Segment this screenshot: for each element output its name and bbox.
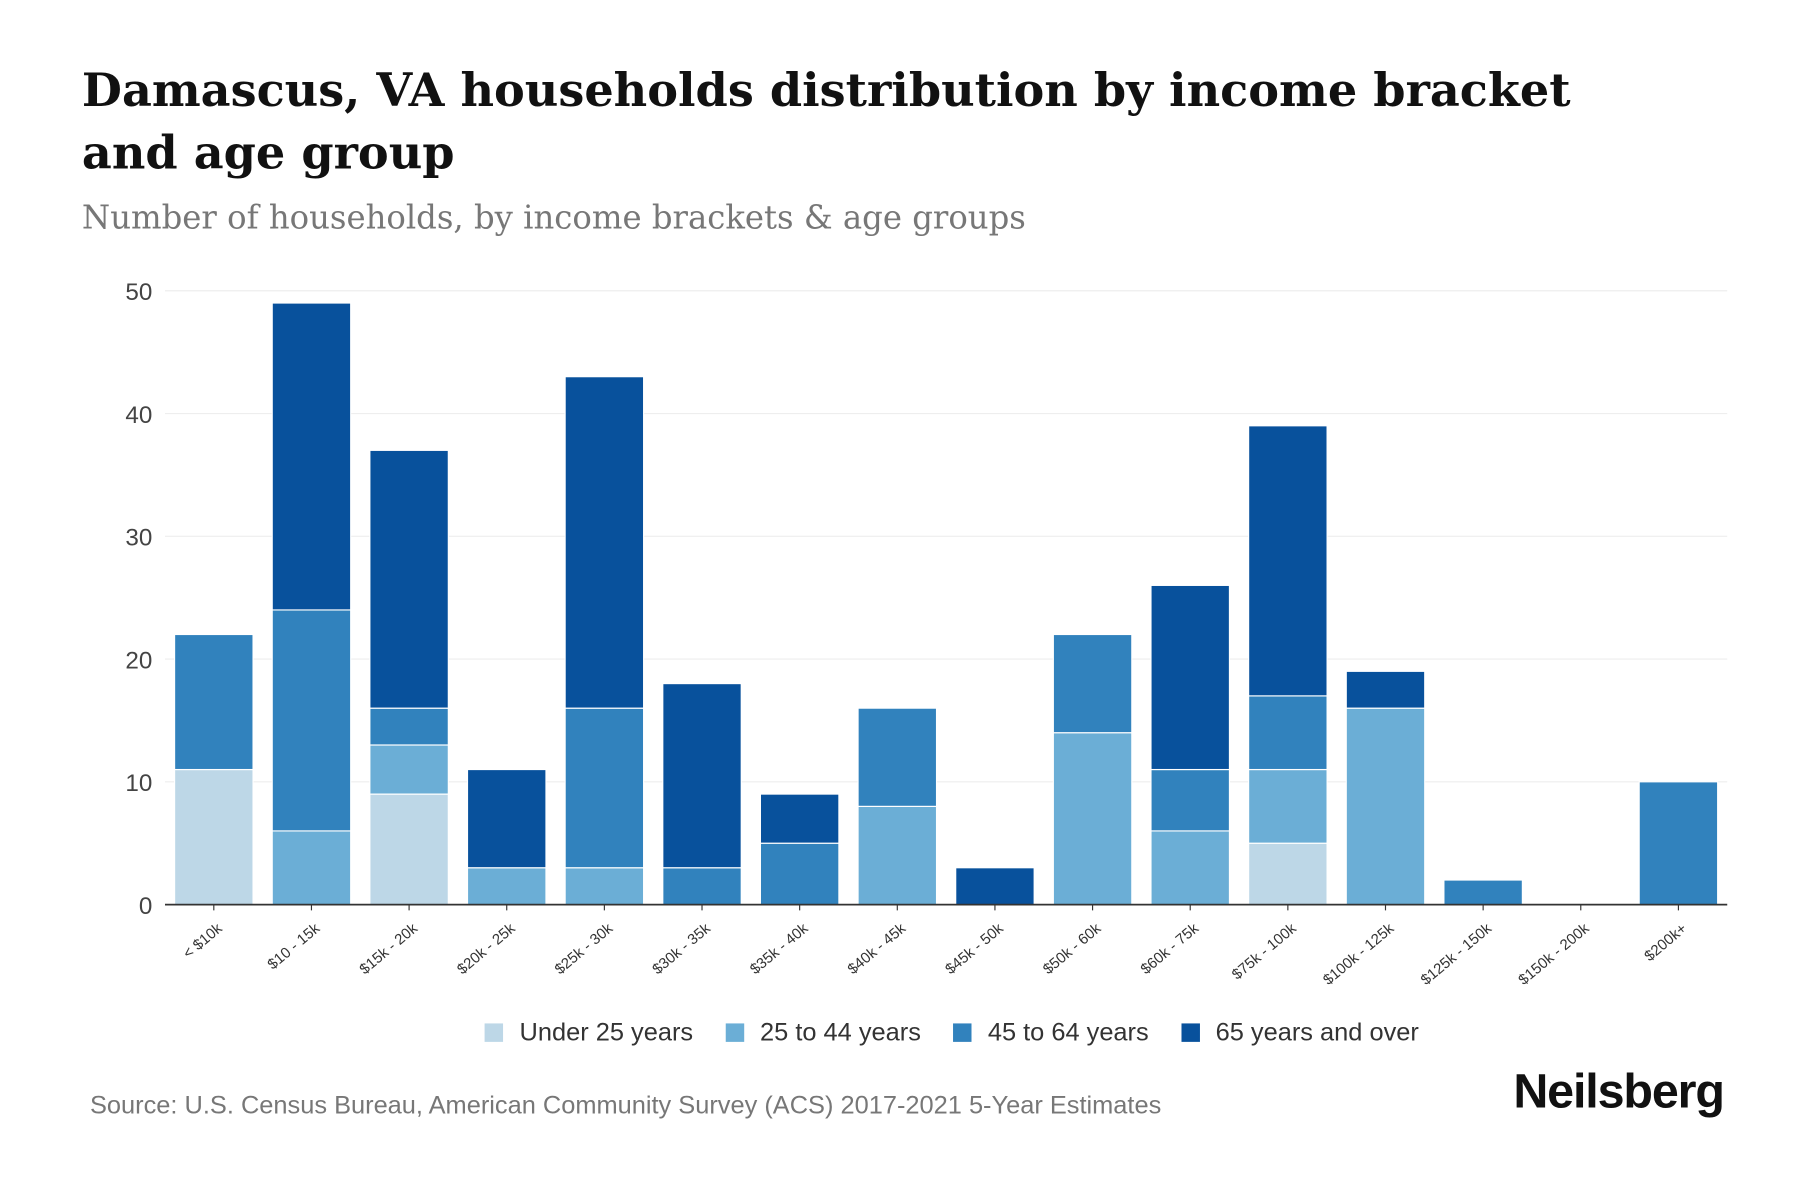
x-tick-label: $75k - 100k	[1229, 920, 1300, 984]
x-tick-label: $10 - 15k	[264, 920, 323, 974]
legend-swatch	[953, 1023, 972, 1042]
bar-segment	[564, 376, 645, 709]
y-tick-label: 50	[125, 279, 152, 306]
chart-title: Damascus, VA households distribution by …	[81, 63, 1571, 180]
chart-subtitle: Number of households, by income brackets…	[81, 198, 1026, 237]
y-tick-label: 10	[125, 770, 152, 797]
legend-swatch	[1181, 1023, 1200, 1042]
bar-segment	[369, 793, 449, 906]
legend-item: 65 years and over	[1181, 1018, 1419, 1048]
x-tick-label: $25k - 30k	[552, 920, 617, 978]
bar-segment	[1345, 707, 1426, 906]
bar-segment	[1248, 425, 1328, 697]
bar-segment	[564, 867, 645, 906]
bar-segment	[955, 867, 1035, 906]
legend-item: Under 25 years	[484, 1017, 694, 1048]
bar-segment	[1150, 768, 1231, 832]
bar-segment	[1443, 879, 1523, 906]
bar-segment	[759, 793, 840, 844]
bar-segment	[1638, 781, 1719, 906]
bar-segment	[662, 683, 742, 869]
x-tick-label: $15k - 20k	[356, 920, 421, 978]
x-tick-label: $200k+	[1641, 920, 1690, 965]
x-tick-label: $125k - 150k	[1418, 920, 1496, 989]
brand-logo: Neilsberg	[1513, 1063, 1725, 1119]
y-tick-label: 0	[139, 893, 152, 920]
bar-segment	[1248, 695, 1328, 771]
legend-label: Under 25 years	[519, 1017, 694, 1047]
x-tick-label: $35k - 40k	[747, 920, 812, 978]
bar-segment	[1345, 670, 1426, 709]
legend-label: 65 years and over	[1215, 1017, 1419, 1047]
bar-segment	[662, 867, 742, 906]
bar-segment	[369, 707, 449, 746]
legend-swatch	[484, 1023, 504, 1042]
y-tick-label: 30	[125, 525, 152, 552]
bar-segment	[759, 842, 840, 906]
x-tick-label: $45k - 50k	[942, 920, 1007, 978]
bar-segment	[174, 768, 254, 906]
legend-label: 25 to 44 years	[760, 1017, 921, 1047]
x-tick-label: $150k - 200k	[1515, 920, 1593, 989]
bar-segment	[857, 805, 938, 906]
x-tick-label: $30k - 35k	[649, 920, 714, 978]
x-tick-label: $60k - 75k	[1137, 920, 1202, 978]
bar-segment	[271, 302, 352, 611]
legend-swatch	[725, 1023, 744, 1042]
bar-segment	[564, 707, 645, 869]
bar-segment	[466, 768, 547, 869]
bar-segment	[369, 744, 449, 795]
legend-item: 25 to 44 years	[725, 1017, 921, 1048]
bar-segment	[1248, 842, 1328, 906]
bar-segment	[1150, 584, 1231, 771]
legend: Under 25 years 25 to 44 years 45 to 64 yea…	[0, 1018, 1800, 1048]
bar-segment	[1248, 768, 1328, 844]
bar-segment	[1150, 830, 1231, 906]
x-tick-label: < $10k	[180, 920, 226, 963]
legend-label: 45 to 64 years	[987, 1017, 1149, 1047]
legend-item: 45 to 64 years	[953, 1017, 1149, 1048]
plot-area: 0 10 20 30 40 50 < $10k $10 - 15k $15k - 20k $20k…	[125, 279, 1728, 989]
bar-segment	[466, 867, 547, 906]
bar-segment	[271, 609, 352, 832]
x-tick-label: $50k - 60k	[1040, 920, 1105, 978]
bar-segment	[857, 707, 938, 807]
x-tick-label: $40k - 45k	[845, 920, 910, 978]
bar-segment	[1052, 633, 1133, 734]
y-tick-label: 40	[125, 402, 152, 429]
bar-segment	[369, 449, 449, 709]
bar-segment	[1052, 732, 1133, 906]
bar-segment	[174, 633, 254, 771]
x-tick-label: $100k - 125k	[1320, 920, 1398, 989]
source-note: Source: U.S. Census Bureau, American Com…	[89, 1090, 1162, 1120]
x-tick-label: $20k - 25k	[454, 920, 519, 978]
bar-segment	[271, 830, 352, 906]
y-tick-label: 20	[125, 647, 152, 674]
